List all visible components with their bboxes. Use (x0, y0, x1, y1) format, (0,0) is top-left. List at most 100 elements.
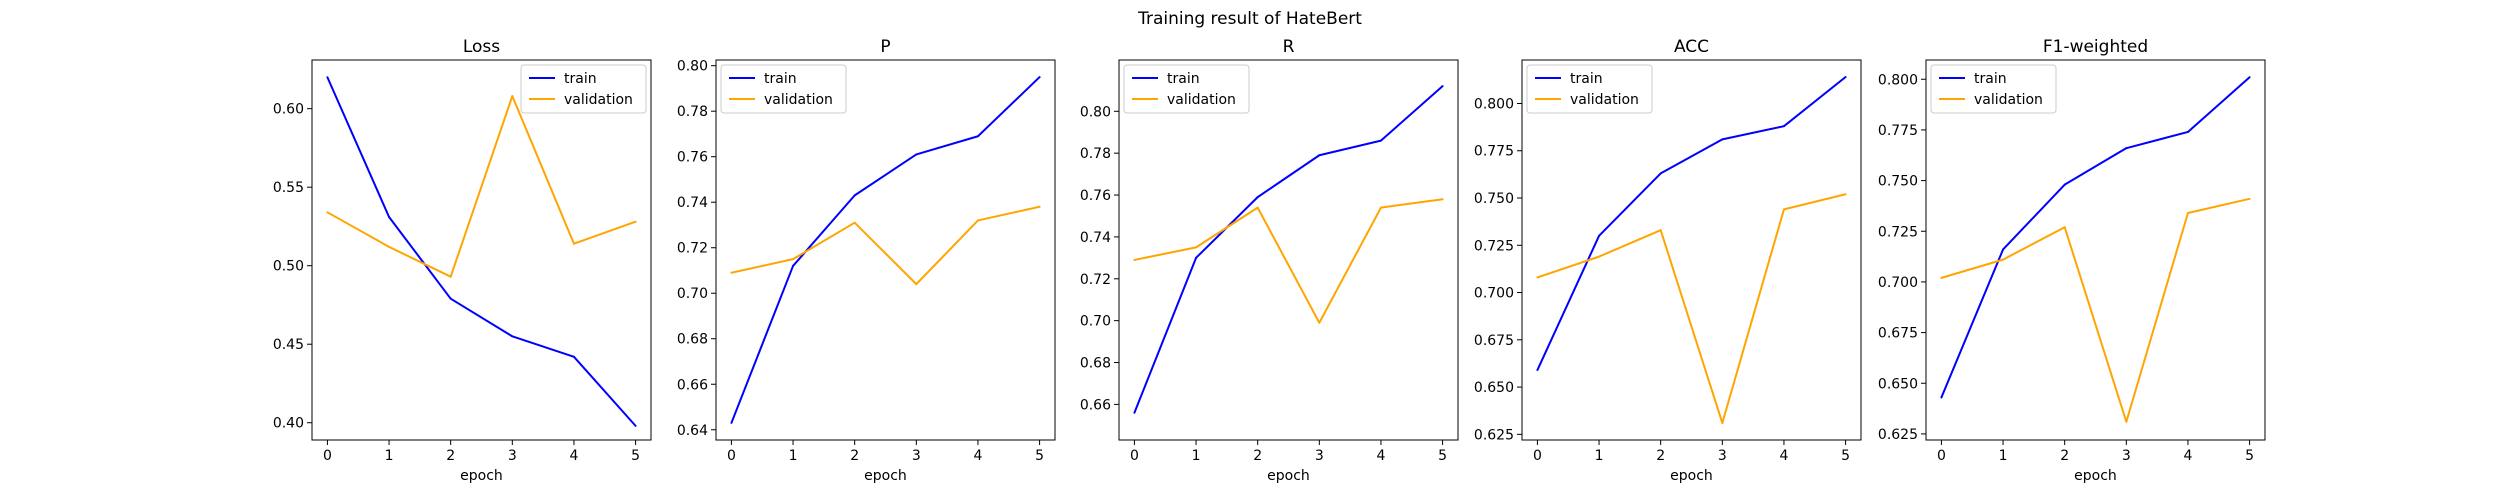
axes-frame (311, 59, 652, 441)
y-tick-label: 0.750 (1878, 174, 1918, 190)
legend-label-validation: validation (1570, 92, 1639, 108)
y-tick-label: 0.45 (273, 337, 304, 353)
x-tick-label: 4 (569, 448, 578, 464)
y-tick-label: 0.675 (1878, 326, 1918, 342)
data-point-validation (326, 211, 329, 214)
y-tick-label: 0.66 (677, 377, 708, 393)
y-tick-label: 0.725 (1474, 238, 1514, 254)
x-tick-label: 2 (446, 448, 455, 464)
data-point-train (1133, 411, 1136, 414)
subplot-title: Loss (463, 37, 500, 57)
series-line-validation (731, 205, 1040, 286)
y-tick-label: 0.72 (677, 241, 708, 257)
legend: train validation (1123, 64, 1250, 114)
data-point-validation (2186, 212, 2189, 215)
data-point-validation (2125, 420, 2128, 423)
x-tick-label: 1 (1999, 448, 2008, 464)
data-point-validation (1195, 246, 1198, 249)
y-tick-label: 0.775 (1474, 144, 1514, 160)
data-point-train (1782, 125, 1785, 128)
legend-label-validation: validation (764, 92, 833, 108)
data-point-train (915, 153, 918, 156)
data-point-train (449, 297, 452, 300)
x-tick-label: 4 (973, 448, 982, 464)
data-point-train (1721, 138, 1724, 141)
y-tick-label: 0.750 (1474, 191, 1514, 207)
data-point-train (1256, 196, 1259, 199)
y-tick-label: 0.78 (677, 104, 708, 120)
data-point-validation (388, 245, 391, 248)
axes-frame (1521, 59, 1862, 441)
series-line-train (730, 76, 1041, 424)
data-point-validation (1598, 255, 1601, 258)
y-tick-label: 0.66 (1080, 397, 1111, 413)
x-tick-label: 4 (2183, 448, 2192, 464)
subplot-5: F1-weighted 0 1 2 3 4 5 0.625 0.650 0.675 0.700 0.7… (1878, 37, 2266, 484)
x-tick-label: 1 (385, 448, 394, 464)
legend-label-train: train (1570, 71, 1603, 87)
x-tick-label: 0 (1533, 448, 1542, 464)
data-point-validation (634, 220, 637, 223)
x-axis-label: epoch (1670, 468, 1713, 484)
subplot-1: Loss 0 1 2 3 4 5 0.40 0.45 0.50 0.55 0.60 epoch train… (273, 37, 652, 484)
subplot-3: R 0 1 2 3 4 5 0.66 0.68 0.70 0.72 0.74 0.76 0.78 0.80 e… (1080, 37, 1459, 484)
data-point-train (1536, 369, 1539, 372)
series-line-validation (1941, 197, 2250, 423)
data-point-validation (1256, 206, 1259, 209)
data-point-validation (1940, 276, 1943, 279)
data-point-train (1038, 76, 1041, 79)
legend-label-validation: validation (1974, 92, 2043, 108)
series-line-validation (326, 95, 636, 278)
x-tick-label: 4 (1376, 448, 1385, 464)
data-point-validation (976, 219, 979, 222)
x-tick-label: 0 (1937, 448, 1946, 464)
series-line-train (1536, 76, 1847, 371)
legend-label-train: train (564, 71, 597, 87)
y-tick-label: 0.64 (677, 423, 708, 439)
y-tick-label: 0.650 (1474, 380, 1514, 396)
subplot-title: R (1283, 37, 1295, 57)
x-tick-label: 2 (1656, 448, 1665, 464)
x-tick-label: 3 (508, 448, 517, 464)
data-point-validation (1379, 206, 1382, 209)
y-tick-label: 0.55 (273, 180, 304, 196)
series-line-validation (1134, 198, 1443, 324)
series-line-train (326, 76, 637, 427)
data-point-train (388, 216, 391, 219)
y-tick-label: 0.74 (1080, 230, 1111, 246)
data-point-validation (853, 221, 856, 224)
data-point-validation (572, 242, 575, 245)
x-tick-label: 3 (912, 448, 921, 464)
y-tick-label: 0.50 (273, 259, 304, 275)
y-tick-label: 0.625 (1878, 427, 1918, 443)
data-point-train (853, 194, 856, 197)
data-point-train (326, 76, 329, 79)
data-point-train (1940, 396, 1943, 399)
data-point-validation (1133, 258, 1136, 261)
x-tick-label: 2 (850, 448, 859, 464)
data-point-validation (2248, 197, 2251, 200)
data-point-validation (2002, 258, 2005, 261)
y-tick-label: 0.78 (1080, 146, 1111, 162)
data-point-train (2002, 248, 2005, 251)
legend: train validation (1526, 64, 1653, 114)
axes-frame (1118, 59, 1459, 441)
subplots: Loss 0 1 2 3 4 5 0.40 0.45 0.50 0.55 0.60 epoch train… (273, 37, 2266, 484)
x-tick-label: 1 (789, 448, 798, 464)
y-tick-label: 0.800 (1878, 72, 1918, 88)
data-point-train (1598, 234, 1601, 237)
y-tick-label: 0.60 (273, 102, 304, 118)
x-tick-label: 1 (1192, 448, 1201, 464)
subplot-2: P 0 1 2 3 4 5 0.64 0.66 0.68 0.70 0.72 0.74 0.76 0.78 0… (677, 37, 1056, 484)
data-point-train (792, 264, 795, 267)
legend-label-validation: validation (564, 92, 633, 108)
x-tick-label: 3 (1718, 448, 1727, 464)
data-point-train (1379, 139, 1382, 142)
y-tick-label: 0.72 (1080, 272, 1111, 288)
data-point-validation (511, 95, 514, 98)
legend: train validation (1930, 64, 2057, 114)
axes-frame (715, 59, 1056, 441)
data-point-train (1659, 172, 1662, 175)
x-tick-label: 3 (2122, 448, 2131, 464)
